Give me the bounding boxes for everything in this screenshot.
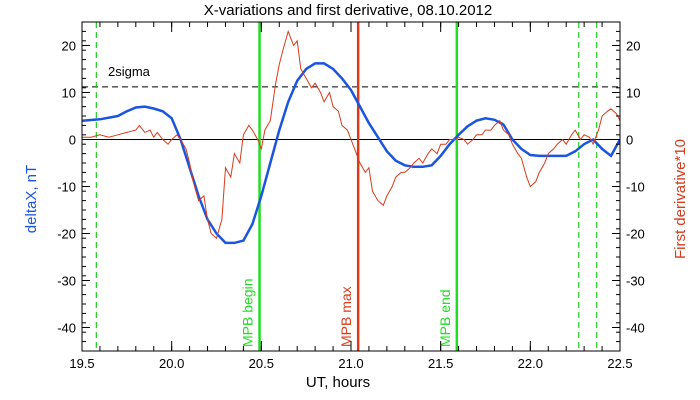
series-first-derivative-10 <box>82 29 620 240</box>
x-tick-label: 22.5 <box>607 356 632 371</box>
x-tick-label: 21.0 <box>338 356 363 371</box>
plot-area: 2sigma MPB begin MPB max MPB end <box>82 22 620 351</box>
series-deltax-nt <box>82 62 620 245</box>
y-tick-label-left: -30 <box>57 274 76 289</box>
y-tick-label-left: 0 <box>69 133 76 148</box>
y-tick-label-left: -10 <box>57 180 76 195</box>
chart-title: X-variations and first derivative, 08.10… <box>204 2 493 19</box>
label-mpb-end: MPB end <box>437 289 453 347</box>
y-tick-label-right: -10 <box>626 180 645 195</box>
x-tick-label: 20.0 <box>159 356 184 371</box>
x-tick-label: 19.5 <box>69 356 94 371</box>
x-tick-label: 21.5 <box>428 356 453 371</box>
y-tick-label-left: 10 <box>62 86 76 101</box>
x-tick-label: 22.0 <box>518 356 543 371</box>
y-axis-right-label: First derivative*10 <box>672 139 689 259</box>
y-tick-label-right: -20 <box>626 227 645 242</box>
y-axis-left-label: deltaX, nT <box>23 165 40 233</box>
y-tick-label-right: -40 <box>626 321 645 336</box>
y-tick-label-left: -40 <box>57 321 76 336</box>
axis-labels: UT, hours deltaX, nT First derivative*10 <box>23 139 689 391</box>
y-tick-label-right: -30 <box>626 274 645 289</box>
y-tick-label-left: 20 <box>62 39 76 54</box>
y-tick-label-right: 10 <box>626 86 640 101</box>
label-mpb-begin: MPB begin <box>240 279 256 347</box>
y-tick-label-right: 0 <box>626 133 633 148</box>
axes: 19.5 20.0 20.5 21.0 21.5 22.0 22.5 20 20 10 10 0 0 -1… <box>57 21 645 371</box>
label-mpb-max: MPB max <box>338 286 354 347</box>
x-tick-label: 20.5 <box>249 356 274 371</box>
label-2sigma-line: 2sigma <box>108 64 151 79</box>
y-tick-label-left: -20 <box>57 227 76 242</box>
x-axis-label: UT, hours <box>306 374 370 391</box>
y-tick-label-right: 20 <box>626 39 640 54</box>
